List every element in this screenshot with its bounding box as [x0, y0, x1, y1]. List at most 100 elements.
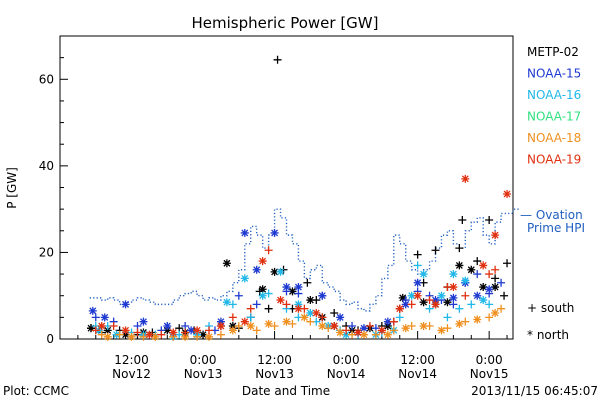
legend-entry-noaa-15: NOAA-15	[527, 67, 581, 81]
noaa-16-north-marker	[276, 267, 285, 276]
noaa-16-south-marker	[467, 300, 476, 309]
noaa-19-south-marker	[342, 326, 351, 335]
noaa-19-south-marker	[205, 326, 214, 335]
noaa-18-north-marker	[437, 326, 446, 335]
noaa-18-north-marker	[491, 309, 500, 318]
noaa-19-south-marker	[425, 296, 434, 305]
x-axis: 12:00Nov120:00Nov1312:00Nov130:00Nov1412…	[77, 331, 509, 381]
plot-timestamp: 2013/11/15 06:45:07	[471, 384, 598, 398]
metp-02-north-marker	[121, 330, 130, 339]
y-tick-label: 60	[39, 72, 54, 86]
metp-02-south-marker	[431, 246, 440, 255]
noaa-16-south-marker	[395, 313, 404, 322]
noaa-19-north-marker	[479, 261, 488, 270]
noaa-18-south-marker	[288, 319, 297, 328]
ovation-legend-line: — Ovation	[520, 208, 583, 222]
noaa-19-south-marker	[282, 300, 291, 309]
noaa-15-north-marker	[359, 324, 368, 333]
noaa-18-north-marker	[401, 324, 410, 333]
noaa-19-north-marker	[145, 330, 154, 339]
noaa-19-north-marker	[354, 328, 363, 337]
noaa-19-south-marker	[181, 328, 190, 337]
ovation-legend-line: Prime HPI	[527, 221, 585, 235]
noaa-15-south-marker	[473, 270, 482, 279]
metp-02-south-marker	[303, 278, 312, 287]
noaa-18-north-marker	[228, 326, 237, 335]
metp-02-north-marker	[228, 322, 237, 331]
noaa-18-north-marker	[181, 332, 190, 341]
noaa-15-south-marker	[234, 291, 243, 300]
x-tick-date: Nov13	[255, 367, 294, 381]
noaa-19-north-marker	[193, 326, 202, 335]
metp-02-north-marker	[467, 265, 476, 274]
noaa-16-south-marker	[413, 261, 422, 270]
noaa-15-north-marker	[413, 278, 422, 287]
ovation-prime-hpi-line	[89, 208, 519, 312]
metp-02-north-marker	[163, 326, 172, 335]
noaa-19-south-marker	[157, 330, 166, 339]
metp-02-north-marker	[222, 259, 231, 268]
noaa-19-north-marker	[312, 309, 321, 318]
noaa-18-north-marker	[419, 322, 428, 331]
y-axis-label: P [GW]	[5, 167, 19, 209]
noaa-18-south-marker	[443, 324, 452, 333]
y-tick-label: 0	[46, 332, 54, 346]
noaa-15-north-marker	[121, 300, 130, 309]
x-tick-time: 0:00	[476, 353, 503, 367]
x-tick-date: Nov14	[398, 367, 437, 381]
noaa-19-south-marker	[109, 322, 118, 331]
y-tick-label: 40	[39, 159, 54, 173]
noaa-18-south-marker	[461, 317, 470, 326]
noaa-19-south-marker	[365, 322, 374, 331]
noaa-19-north-marker	[216, 322, 225, 331]
noaa-16-north-marker	[419, 270, 428, 279]
noaa-18-south-marker	[389, 326, 398, 335]
noaa-18-south-marker	[97, 330, 106, 339]
noaa-18-north-marker	[359, 330, 368, 339]
noaa-18-south-marker	[371, 330, 380, 339]
x-tick-date: Nov13	[184, 367, 223, 381]
metp-02-south-marker	[264, 304, 273, 313]
noaa-18-north-marker	[383, 330, 392, 339]
metp-02-south-marker	[503, 259, 512, 268]
noaa-15-north-marker	[270, 228, 279, 237]
noaa-18-south-marker	[234, 322, 243, 331]
metp-02-south-marker	[330, 309, 339, 318]
metp-02-north-marker	[348, 326, 357, 335]
noaa-15-north-marker	[139, 317, 148, 326]
metp-02-south-marker	[458, 215, 467, 224]
noaa-18-south-marker	[139, 332, 148, 341]
noaa-18-north-marker	[318, 322, 327, 331]
noaa-19-south-marker	[491, 265, 500, 274]
noaa-16-north-marker	[222, 298, 231, 307]
noaa-16-north-marker	[294, 300, 303, 309]
noaa-19-south-marker	[91, 326, 100, 335]
metp-02-north-marker	[479, 283, 488, 292]
noaa-18-north-marker	[205, 332, 214, 341]
noaa-16-south-marker	[228, 300, 237, 309]
noaa-15-north-marker	[431, 296, 440, 305]
noaa-18-north-marker	[455, 319, 464, 328]
noaa-16-south-marker	[175, 330, 184, 339]
noaa-16-north-marker	[461, 276, 470, 285]
noaa-19-south-marker	[485, 270, 494, 279]
metp-02-north-marker	[491, 283, 500, 292]
noaa-16-south-marker	[246, 313, 255, 322]
noaa-16-north-marker	[306, 309, 315, 318]
noaa-15-north-marker	[282, 283, 291, 292]
noaa-15-north-marker	[449, 293, 458, 302]
noaa-15-north-marker	[336, 313, 345, 322]
noaa-19-south-marker	[318, 313, 327, 322]
noaa-19-north-marker	[413, 291, 422, 300]
metp-02-north-marker	[270, 267, 279, 276]
metp-02-north-marker	[288, 287, 297, 296]
noaa-19-south-marker	[246, 304, 255, 313]
x-tick-date: Nov15	[470, 367, 509, 381]
noaa-18-south-marker	[324, 324, 333, 333]
noaa-15-north-marker	[163, 322, 172, 331]
legend-entry-noaa-17: NOAA-17	[527, 110, 581, 124]
metp-02-south-marker	[500, 291, 509, 300]
noaa-18-south-marker	[306, 317, 315, 326]
legend-entry-metp-02: METP-02	[527, 45, 579, 59]
noaa-19-north-marker	[169, 328, 178, 337]
